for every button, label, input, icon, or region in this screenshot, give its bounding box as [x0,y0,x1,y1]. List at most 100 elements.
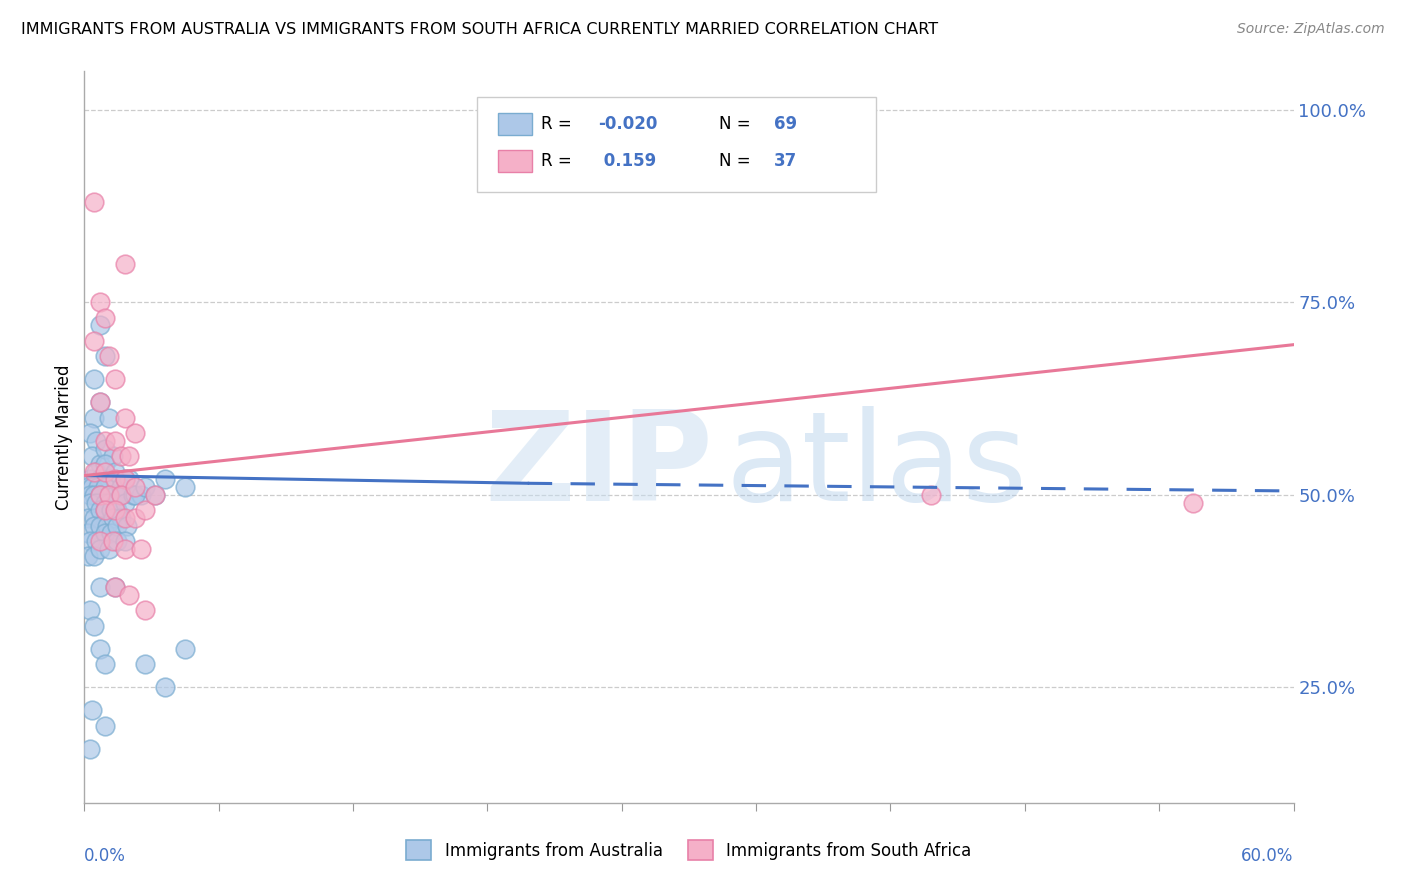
Point [89,395,111,409]
Point [114,495,136,509]
Point [79,603,101,617]
Point [89,488,111,502]
Point [97,488,120,502]
Point [110,511,132,525]
Point [143,488,166,502]
Point [110,450,132,464]
Point [100,503,122,517]
Point [93,465,115,479]
Point [97,472,120,486]
Point [79,472,101,486]
Point [100,526,122,541]
Point [104,434,127,448]
Point [89,472,111,486]
Point [83,618,105,632]
Point [115,518,138,533]
Point [86,465,108,479]
Point [93,349,115,363]
Point [83,334,105,348]
Point [86,534,108,549]
Text: 0.0%: 0.0% [84,847,127,864]
Point [118,472,141,486]
Point [134,603,156,617]
Legend: Immigrants from Australia, Immigrants from South Africa: Immigrants from Australia, Immigrants fr… [406,840,972,860]
Point [105,534,128,549]
Point [114,541,136,556]
Point [114,410,136,425]
Point [89,318,111,333]
Point [134,480,156,494]
FancyBboxPatch shape [478,97,876,192]
Point [114,472,136,486]
Text: Source: ZipAtlas.com: Source: ZipAtlas.com [1237,22,1385,37]
Point [124,511,146,525]
Point [121,488,143,502]
Point [118,450,141,464]
Point [101,511,124,525]
Point [97,349,120,363]
Point [104,503,127,517]
Point [104,495,127,509]
Point [104,465,127,479]
Point [89,503,111,517]
Text: 69: 69 [773,115,797,133]
Point [82,480,104,494]
Point [114,534,136,549]
Point [93,503,115,517]
Point [93,719,115,733]
Point [77,526,100,541]
Point [93,310,115,325]
Point [101,534,124,549]
Point [129,541,152,556]
Point [79,426,101,441]
Point [129,488,152,502]
Point [97,488,120,502]
Point [83,549,105,564]
Point [104,580,127,594]
Point [83,195,105,210]
Point [93,495,115,509]
Point [104,372,127,386]
Point [79,534,101,549]
Point [104,472,127,486]
Point [104,488,127,502]
Text: R =: R = [541,152,578,169]
Y-axis label: Currently Married: Currently Married [55,364,73,510]
Point [1181,495,1204,509]
Text: IMMIGRANTS FROM AUSTRALIA VS IMMIGRANTS FROM SOUTH AFRICA CURRENTLY MARRIED CORR: IMMIGRANTS FROM AUSTRALIA VS IMMIGRANTS … [21,22,938,37]
Point [83,511,105,525]
Text: 60.0%: 60.0% [1241,847,1294,864]
Point [153,681,176,695]
Point [89,395,111,409]
Text: atlas: atlas [725,406,1028,527]
Point [89,518,111,533]
Point [89,541,111,556]
Point [87,480,110,494]
Text: ZIP: ZIP [485,406,713,527]
FancyBboxPatch shape [498,113,531,135]
Point [86,495,108,509]
Point [86,434,108,448]
Point [93,503,115,517]
Point [93,526,115,541]
Point [114,511,136,525]
Point [82,450,104,464]
Point [104,580,127,594]
Point [101,450,124,464]
Point [97,495,120,509]
Point [93,434,115,448]
Point [124,480,146,494]
Text: N =: N = [720,115,756,133]
Point [93,657,115,672]
Point [143,488,166,502]
Point [920,488,942,502]
Point [89,457,111,471]
Text: 37: 37 [773,152,797,169]
Point [89,534,111,549]
Point [89,580,111,594]
Text: -0.020: -0.020 [599,115,658,133]
Text: 0.159: 0.159 [599,152,657,169]
Point [97,410,120,425]
Point [105,518,128,533]
Point [124,488,146,502]
